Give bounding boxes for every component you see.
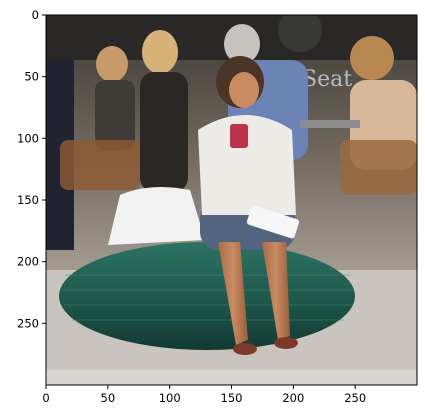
y-tick-label: 100	[17, 131, 39, 145]
x-tick-label: 200	[282, 391, 304, 405]
pavement-stripe	[46, 370, 417, 385]
chair-left	[60, 140, 140, 190]
photo: Seat	[46, 15, 417, 385]
y-tick-label: 250	[17, 316, 39, 330]
y-tick-label: 50	[24, 70, 39, 84]
red-cup	[230, 124, 248, 148]
white-cardigan	[198, 115, 296, 215]
y-axis: 0 50 100 150 200 250	[17, 8, 46, 330]
woman-right-head	[350, 36, 394, 80]
chair-right	[340, 140, 417, 195]
y-tick-label: 200	[17, 255, 39, 269]
woman-blonde-head	[142, 30, 178, 74]
woman-face	[229, 72, 259, 108]
child-body	[95, 80, 135, 150]
green-ottoman	[59, 242, 355, 350]
x-axis: 0 50 100 150 200 250	[42, 385, 366, 405]
x-tick-label: 50	[101, 391, 116, 405]
left-sandal	[233, 343, 257, 355]
magazine	[246, 205, 300, 239]
right-sandal	[274, 337, 298, 349]
y-tick-label: 150	[17, 193, 39, 207]
left-leg	[218, 242, 248, 345]
x-tick-label: 150	[221, 391, 243, 405]
x-tick-label: 100	[159, 391, 181, 405]
x-tick-label: 250	[344, 391, 366, 405]
child-head	[96, 46, 128, 82]
woman-blonde-body	[140, 72, 188, 192]
white-bag	[108, 186, 205, 245]
x-tick-label: 0	[42, 391, 49, 405]
sign-text: Seat	[302, 67, 352, 92]
man-grey-head	[224, 24, 260, 64]
sign-logo	[278, 15, 322, 52]
right-leg	[262, 242, 290, 340]
cafe-table	[300, 120, 360, 128]
y-tick-label: 0	[32, 8, 39, 22]
